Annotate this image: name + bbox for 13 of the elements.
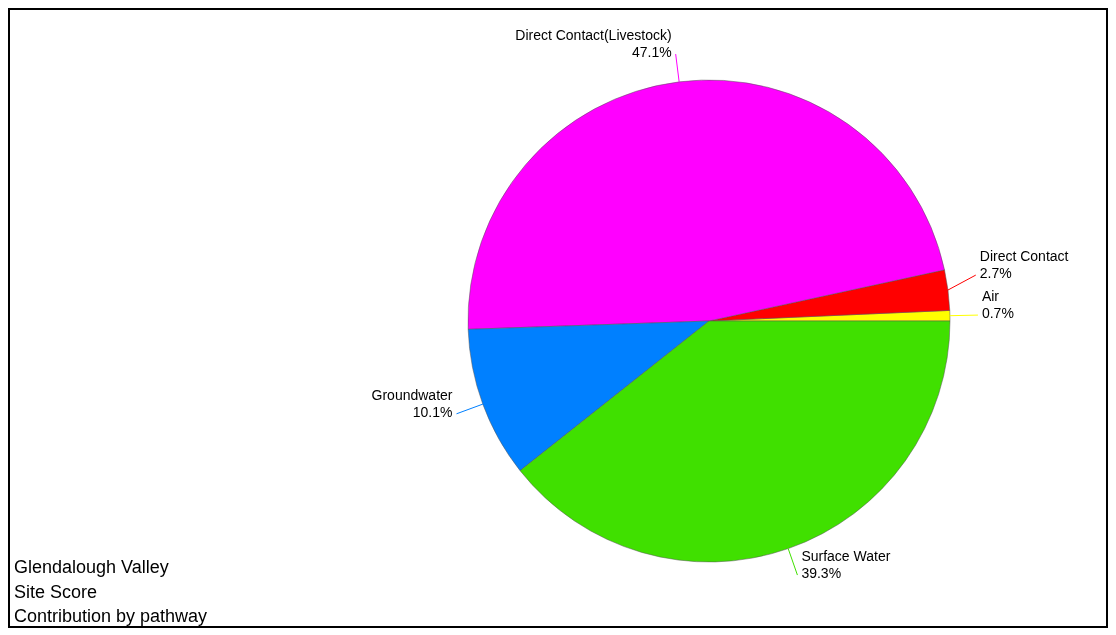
text: Site Score (14, 582, 98, 602)
data-label: 39.3% (801, 565, 842, 582)
slice-label: Direct Contact (979, 248, 1069, 265)
data-label: 10.1% (412, 403, 453, 420)
slice-label: Groundwater (371, 386, 453, 403)
text: Contribution by pathway (14, 606, 208, 626)
slice-label: Surface Water (801, 548, 891, 565)
data-label: 47.1% (631, 44, 672, 61)
data-label: 0.7% (981, 305, 1014, 322)
slice-label: Direct Contact(Livestock) (515, 27, 672, 44)
data-label: 2.7% (979, 265, 1012, 282)
text: Glendalough Valley (14, 557, 169, 577)
slice-label: Air (981, 288, 1000, 305)
